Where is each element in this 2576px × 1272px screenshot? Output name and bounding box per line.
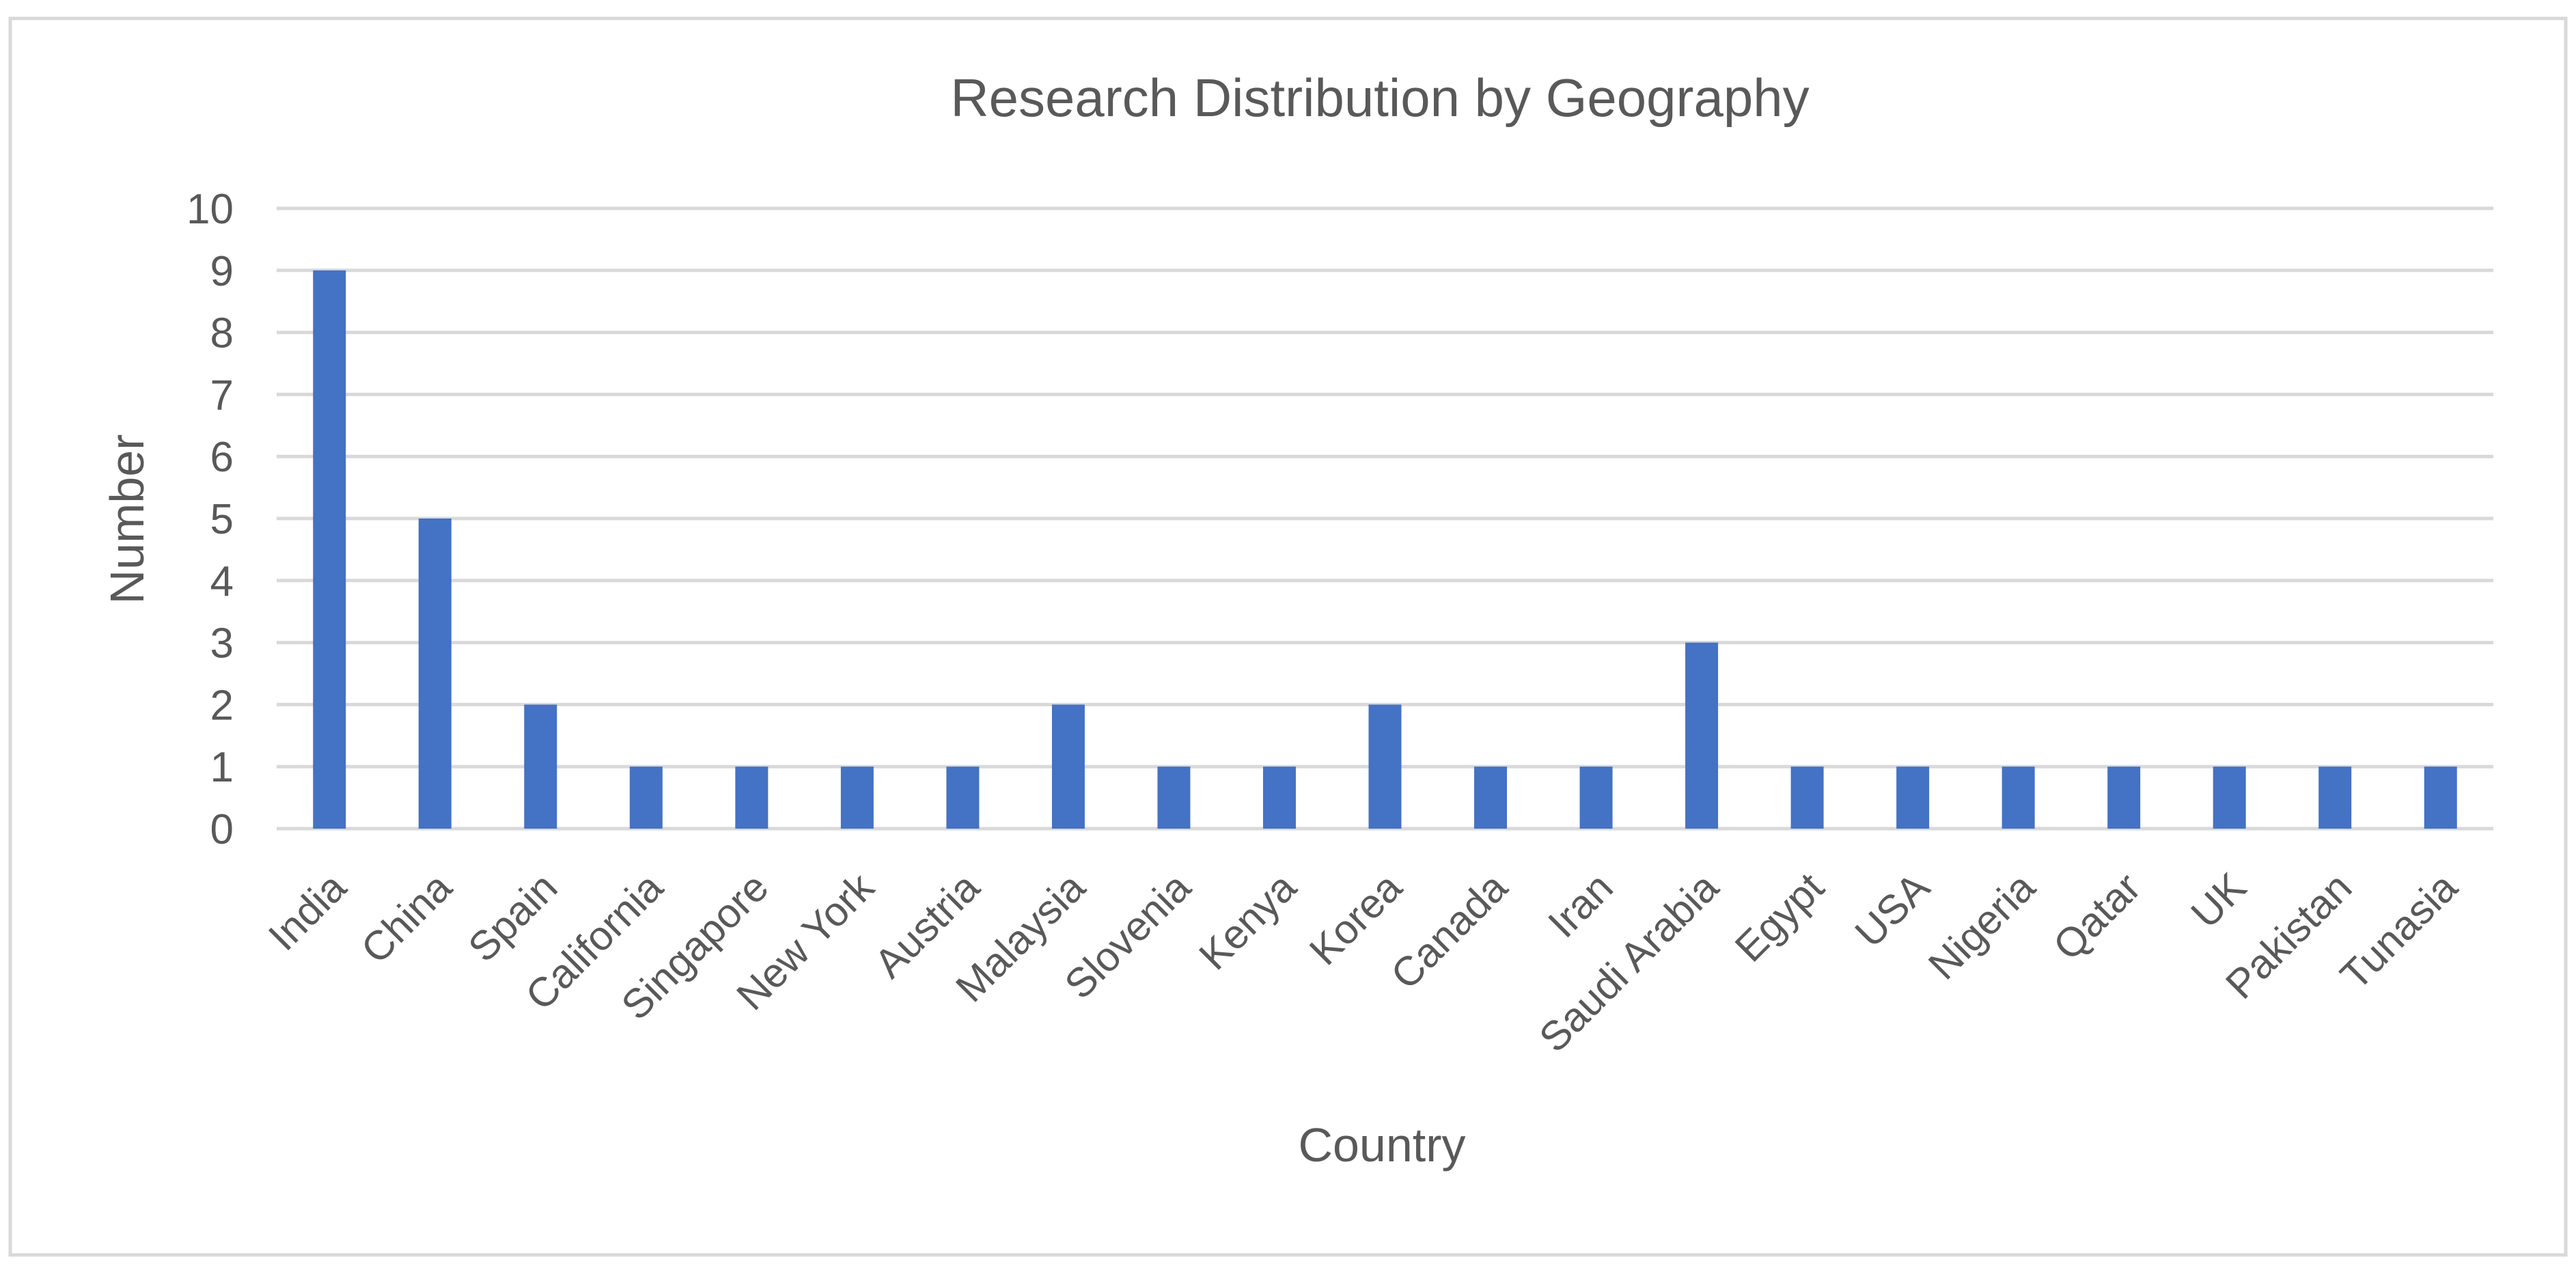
bars [313,270,2457,829]
y-tick-label: 10 [186,186,234,233]
bar-iran [1579,766,1613,829]
bar-california [629,766,663,829]
bar-canada [1474,766,1508,829]
y-tick-label: 3 [210,620,234,667]
y-tick-label: 7 [210,372,234,419]
y-axis-ticks: 0 1 2 3 4 5 6 7 8 9 10 [186,186,234,853]
y-tick-label: 4 [210,558,234,605]
bar-usa [1896,766,1930,829]
y-tick-label: 9 [210,248,234,295]
bar-spain [524,704,557,829]
bar-pakistan [2318,766,2352,829]
y-tick-label: 2 [210,682,234,729]
bar-qatar [2107,766,2141,829]
bar-saudi-arabia [1685,642,1719,829]
bar-korea [1368,704,1402,829]
bar-austria [946,766,980,829]
x-axis-label: Country [1298,1118,1465,1172]
bar-singapore [735,766,768,829]
bar-nigeria [2002,766,2035,829]
bar-tunasia [2424,766,2457,829]
bar-india [313,270,346,829]
y-tick-label: 0 [210,806,234,853]
bar-malaysia [1051,704,1085,829]
bar-kenya [1262,766,1296,829]
bar-slovenia [1157,766,1191,829]
bar-china [418,519,452,829]
y-tick-label: 5 [210,496,234,543]
chart-title: Research Distribution by Geography [950,68,1809,128]
bar-egypt [1790,766,1824,829]
chart-frame [8,16,2568,1257]
y-tick-label: 8 [210,310,234,357]
bar-uk [2213,766,2246,829]
y-tick-label: 6 [210,434,234,481]
bar-new-york [840,766,874,829]
y-tick-label: 1 [210,744,234,791]
y-axis-label: Number [100,434,154,605]
